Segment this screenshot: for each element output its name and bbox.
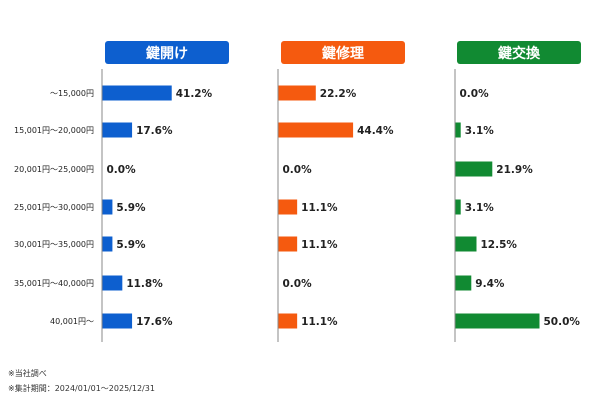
bar-2-6	[455, 313, 540, 329]
bar-0-3	[102, 199, 113, 215]
data-label-2-5: 9.4%	[475, 278, 505, 290]
category-label-5: 35,001円～40,000円	[14, 279, 94, 288]
footnotes: ※当社調べ ※集計期間：2024/01/01～2025/12/31	[8, 366, 155, 396]
data-label-1-0: 22.2%	[320, 88, 357, 100]
data-label-1-2: 0.0%	[283, 164, 313, 176]
bar-0-6	[102, 313, 133, 329]
data-label-0-4: 5.9%	[116, 239, 146, 251]
data-label-1-3: 11.1%	[301, 202, 338, 214]
bar-0-1	[102, 122, 133, 138]
bar-2-3	[455, 199, 461, 215]
category-label-4: 30,001円～35,000円	[14, 240, 94, 249]
data-label-2-2: 21.9%	[496, 164, 533, 176]
data-label-0-0: 41.2%	[176, 88, 213, 100]
data-label-0-3: 5.9%	[116, 202, 146, 214]
bar-1-6	[278, 313, 298, 329]
data-label-2-1: 3.1%	[465, 125, 495, 137]
data-label-0-2: 0.0%	[107, 164, 137, 176]
data-label-1-5: 0.0%	[283, 278, 313, 290]
data-label-1-4: 11.1%	[301, 239, 338, 251]
category-label-2: 20,001円～25,000円	[14, 165, 94, 174]
category-label-0: ～15,000円	[50, 89, 94, 98]
data-label-0-1: 17.6%	[136, 125, 173, 137]
data-label-2-4: 12.5%	[481, 239, 518, 251]
category-label-1: 15,001円～20,000円	[14, 126, 94, 135]
panel-header-0: 鍵開け	[105, 41, 229, 64]
bar-1-1	[278, 122, 354, 138]
bar-2-2	[455, 161, 493, 177]
bar-0-5	[102, 275, 123, 291]
bar-1-4	[278, 236, 298, 252]
bar-2-1	[455, 122, 461, 138]
bar-1-3	[278, 199, 298, 215]
bar-0-4	[102, 236, 113, 252]
data-label-0-6: 17.6%	[136, 316, 173, 328]
data-label-2-0: 0.0%	[460, 88, 490, 100]
data-label-2-6: 50.0%	[544, 316, 581, 328]
bar-0-0	[102, 85, 172, 101]
data-label-1-1: 44.4%	[357, 125, 394, 137]
data-label-0-5: 11.8%	[126, 278, 163, 290]
bar-2-5	[455, 275, 472, 291]
panel-header-2: 鍵交換	[457, 41, 581, 64]
data-label-2-3: 3.1%	[465, 202, 495, 214]
footnote-source: ※当社調べ	[8, 369, 47, 378]
bar-2-4	[455, 236, 477, 252]
panel-header-1: 鍵修理	[281, 41, 405, 64]
bar-1-0	[278, 85, 316, 101]
category-label-3: 25,001円～30,000円	[14, 203, 94, 212]
footnote-period: ※集計期間：2024/01/01～2025/12/31	[8, 384, 155, 393]
data-label-1-6: 11.1%	[301, 316, 338, 328]
category-label-6: 40,001円～	[50, 317, 94, 326]
